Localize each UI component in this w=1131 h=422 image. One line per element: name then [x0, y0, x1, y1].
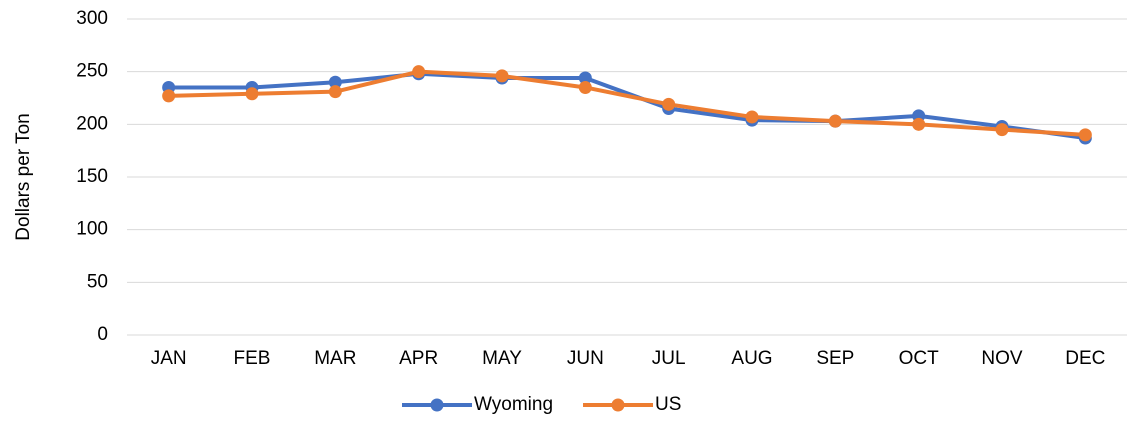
data-point	[245, 87, 259, 101]
x-tick-label: OCT	[899, 348, 940, 369]
y-tick-label: 50	[87, 271, 108, 292]
x-tick-label: AUG	[731, 348, 772, 369]
data-point	[162, 89, 176, 103]
y-tick-label: 250	[76, 61, 108, 82]
legend-marker	[611, 398, 625, 412]
data-point	[912, 117, 926, 131]
x-tick-label: JUL	[652, 348, 686, 369]
data-point	[328, 75, 342, 89]
data-point	[578, 80, 592, 94]
data-point	[745, 110, 759, 124]
legend-item: Wyoming	[402, 394, 553, 415]
y-tick-label: 150	[76, 166, 108, 187]
x-tick-label: MAR	[314, 348, 356, 369]
y-tick-label: 300	[76, 8, 108, 29]
y-axis-label: Dollars per Ton	[13, 113, 34, 240]
x-tick-label: FEB	[234, 348, 271, 369]
x-tick-label: SEP	[816, 348, 854, 369]
y-tick-label: 100	[76, 219, 108, 240]
y-tick-label: 200	[76, 113, 108, 134]
legend-marker	[430, 398, 444, 412]
data-point	[995, 123, 1009, 137]
x-tick-label: NOV	[981, 348, 1023, 369]
data-point	[495, 69, 509, 83]
x-tick-label: DEC	[1065, 348, 1105, 369]
x-tick-label: APR	[399, 348, 438, 369]
data-point	[412, 65, 426, 79]
x-tick-label: MAY	[482, 348, 522, 369]
data-point	[662, 97, 676, 111]
data-point	[578, 71, 592, 85]
legend-label: US	[655, 394, 681, 415]
x-tick-label: JUN	[567, 348, 604, 369]
legend-label: Wyoming	[474, 394, 553, 415]
series-line	[168, 71, 1086, 141]
data-point	[1078, 128, 1092, 142]
legend-item: US	[583, 394, 681, 415]
data-point	[328, 85, 342, 99]
y-tick-label: 0	[97, 324, 108, 345]
data-point	[828, 114, 842, 128]
series-line	[168, 69, 1086, 137]
x-tick-label: JAN	[151, 348, 187, 369]
